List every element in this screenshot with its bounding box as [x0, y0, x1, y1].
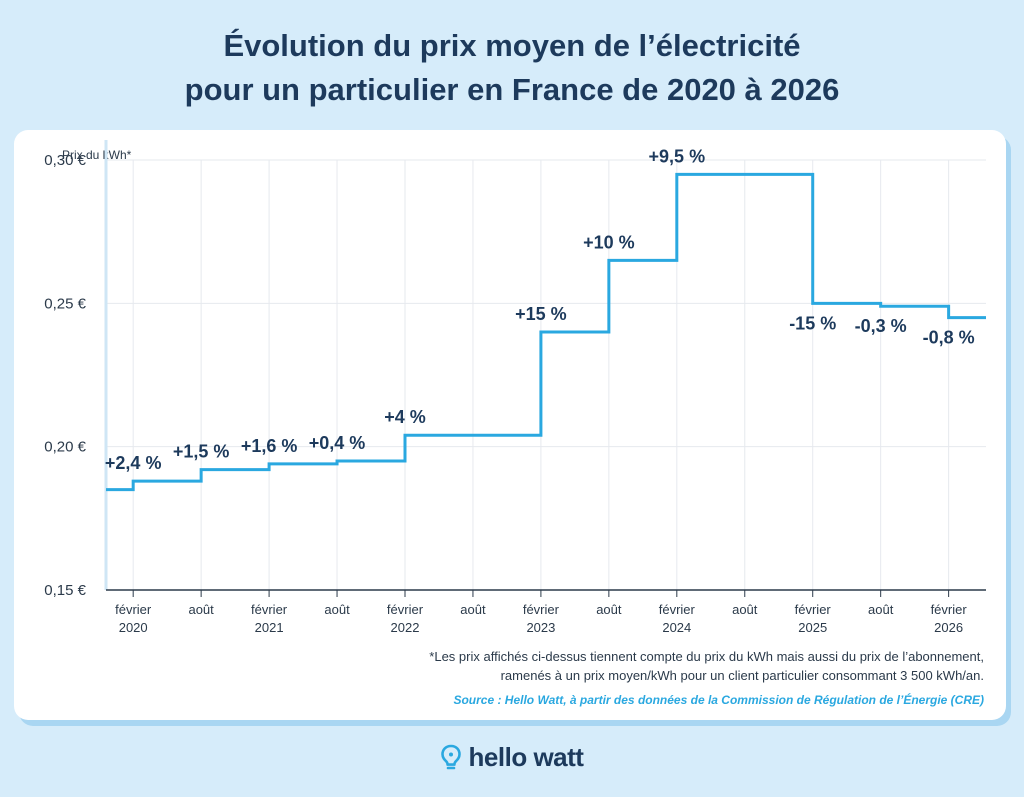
change-label: -15 % — [789, 313, 836, 333]
x-tick-label: février — [931, 602, 968, 617]
x-tick-label: 2023 — [526, 620, 555, 635]
x-tick-label: 2026 — [934, 620, 963, 635]
source-text: Source : Hello Watt, à partir des donnée… — [453, 693, 984, 707]
brand-name: hello watt — [468, 742, 584, 772]
change-label: +15 % — [515, 304, 567, 324]
x-tick-label: février — [251, 602, 288, 617]
x-tick-label: février — [795, 602, 832, 617]
x-tick-label: 2024 — [662, 620, 691, 635]
x-tick-label: février — [659, 602, 696, 617]
x-tick-label: 2022 — [391, 620, 420, 635]
price-step-line — [106, 172, 986, 492]
change-label: +1,5 % — [173, 442, 230, 462]
title-line-2: pour un particulier en France de 2020 à … — [184, 72, 840, 107]
title-line-1: Évolution du prix moyen de l’électricité — [223, 28, 801, 63]
x-tick-label: août — [868, 602, 894, 617]
x-tick-label: février — [523, 602, 560, 617]
footnote-line-1: *Les prix affichés ci-dessus tiennent co… — [429, 649, 984, 664]
y-tick-label: 0,20 € — [44, 439, 86, 456]
brand-logo: hello watt — [0, 742, 1024, 773]
change-label: +4 % — [384, 407, 426, 427]
chart-title: Évolution du prix moyen de l’électricité… — [0, 24, 1024, 112]
change-label: -0,3 % — [855, 316, 907, 336]
x-tick-label: août — [596, 602, 622, 617]
chart-card: Prix du kWh* 0,15 € 0,20 € 0,25 € 0,30 € févr… — [14, 130, 1006, 720]
x-tick-label: février — [387, 602, 424, 617]
change-label: +10 % — [583, 232, 635, 252]
change-label: +0,4 % — [309, 433, 366, 453]
x-tick-label: 2020 — [119, 620, 148, 635]
x-tick-label: 2025 — [798, 620, 827, 635]
x-tick-label: août — [188, 602, 214, 617]
change-label: +2,4 % — [105, 453, 162, 473]
y-tick-label: 0,30 € — [44, 152, 86, 169]
change-label: +1,6 % — [241, 436, 298, 456]
change-label: -0,8 % — [923, 328, 975, 348]
x-tick-label: août — [460, 602, 486, 617]
x-tick-label: août — [732, 602, 758, 617]
y-axis-title: Prix du kWh* — [62, 148, 132, 162]
price-step-chart: Prix du kWh* 0,15 € 0,20 € 0,25 € 0,30 € févr… — [44, 140, 986, 635]
x-tick-label: 2021 — [255, 620, 284, 635]
y-tick-label: 0,15 € — [44, 582, 86, 599]
footnote-line-2: ramenés à un prix moyen/kWh pour un clie… — [500, 668, 984, 683]
change-label: +9,5 % — [649, 146, 706, 166]
footnote: *Les prix affichés ci-dessus tiennent co… — [284, 647, 984, 685]
x-tick-label: août — [324, 602, 350, 617]
lightbulb-icon — [440, 744, 461, 769]
x-tick-label: février — [115, 602, 152, 617]
y-tick-label: 0,25 € — [44, 295, 86, 312]
